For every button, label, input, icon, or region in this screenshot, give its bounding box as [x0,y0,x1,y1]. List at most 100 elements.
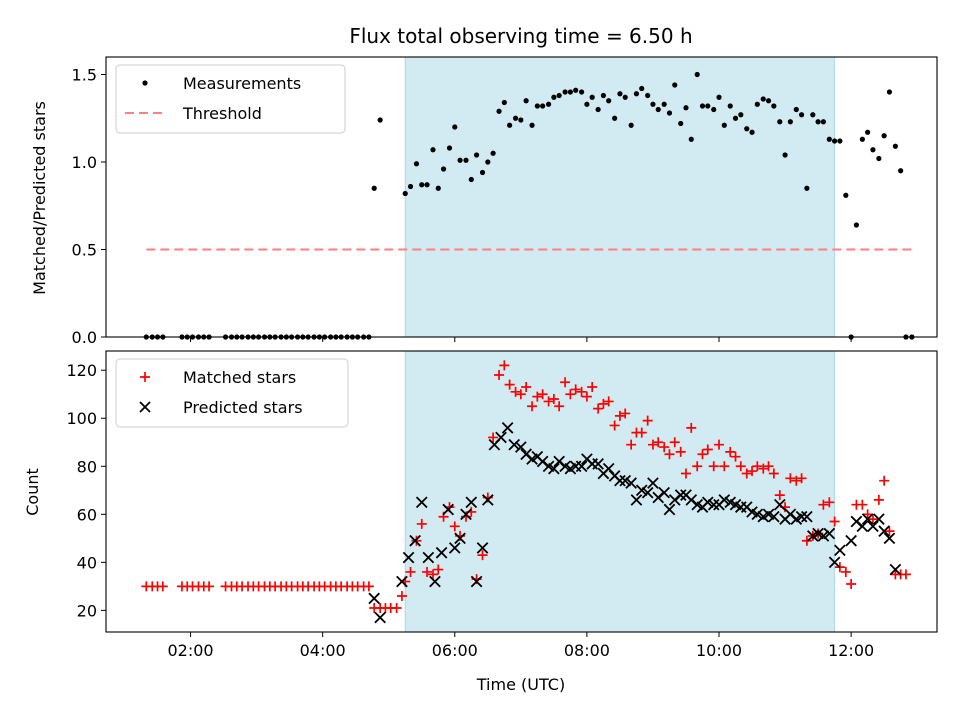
matched-star-point [581,391,592,402]
bottom-panel: 20 40 60 80 100 120 02:00 04:00 06:00 08:00 10:00 1… [66,350,938,660]
matched-star-point [714,439,725,450]
measurement-point [798,112,805,118]
predicted-star-point [674,489,687,501]
predicted-star-point [718,494,731,506]
legend-box [115,64,346,134]
matched-star-point [422,566,433,577]
measurement-point [727,103,733,109]
predicted-star-point [701,496,714,509]
measurement-point [898,168,904,174]
axes-frame [105,350,938,633]
predicted-star-point [495,431,507,444]
measurement-point [645,92,651,99]
measurement-point [496,108,502,114]
matched-star-point [708,461,719,472]
measurement-point [485,159,491,165]
matched-star-point [587,382,598,393]
predicted-star-point [442,503,455,516]
matched-star-point [818,499,829,510]
measurement-point [562,89,568,95]
y-tick-label: 20 [77,601,97,620]
y-tick-label: 120 [66,361,97,380]
matched-star-point [873,494,884,505]
top-y-axis-label: Matched/Predicted stars [30,101,49,295]
matched-star-point [669,437,680,448]
measurement-point [744,126,750,132]
legend-marker-measurements [142,80,148,86]
matched-star-point [515,389,526,400]
matched-star-point [411,535,422,546]
axes-frame [105,56,938,338]
matched-star-point [510,386,521,397]
matched-star-point [593,403,604,414]
measurement-point [430,147,436,153]
matched-star-point [626,439,637,450]
measurement-point [371,185,377,191]
predicted-star-point [415,496,428,509]
predicted-star-point [828,556,841,569]
measurement-point [424,182,430,188]
matched-star-point [427,569,438,580]
measurement-point [473,152,480,158]
measurement-point [545,101,552,107]
matched-star-point [719,461,730,472]
measurement-point [612,115,618,121]
measurement-point [507,122,513,128]
matched-star-point [702,444,713,455]
matched-star-point [735,461,746,472]
predicted-star-point [768,510,780,523]
matched-star-point [680,468,691,479]
measurement-point [732,115,739,121]
measurement-point [760,96,766,102]
matched-star-point [560,377,571,388]
measurement-point [655,106,661,113]
measurement-point [534,103,540,109]
matched-star-point [730,451,741,462]
measurement-point [501,99,507,106]
predicted-star-point [435,546,448,559]
measurement-point [815,119,821,125]
measurement-point [876,155,882,162]
measurement-point [782,152,788,158]
predicted-star-point [454,532,466,545]
measurement-point [633,91,640,97]
measurement-point [589,94,595,100]
legend-marker-matched [140,372,150,382]
measurement-point [711,106,717,113]
measurement-point [617,91,623,97]
bottom-y-axis-label: Count [23,468,42,516]
predicted-star-point [856,520,869,533]
y-tick-label: 80 [77,457,97,476]
matched-star-point [636,427,647,438]
predicted-star-point [817,530,830,542]
predicted-star-point [630,494,643,506]
predicted-star-point [707,498,720,511]
measurement-point [579,89,585,95]
measurement-point [820,119,826,125]
matched-star-point [504,379,515,390]
predicted-star-point [429,575,441,588]
predicted-star-point [460,508,472,521]
predicted-star-point [845,534,857,547]
measurement-point [377,117,383,123]
measurement-point [606,98,612,104]
predicted-star-point [889,563,902,576]
measurement-point [573,87,579,93]
matched-star-point [565,389,576,400]
matched-star-point [675,446,686,457]
measurement-point [793,106,799,113]
matched-star-point [609,420,620,431]
predicted-star-point [658,486,671,499]
matched-star-point [647,439,658,450]
predicted-star-point [465,496,478,509]
matched-star-point [532,391,543,402]
predicted-star-point [448,542,461,554]
measurement-point [826,136,832,142]
predicted-star-point [635,484,648,497]
measurement-point [518,117,524,123]
measurement-point [837,138,843,144]
y-tick-label: 1.0 [72,153,97,172]
y-tick-label: 60 [77,505,97,524]
measurement-point [721,122,727,128]
measurement-point [407,183,414,190]
